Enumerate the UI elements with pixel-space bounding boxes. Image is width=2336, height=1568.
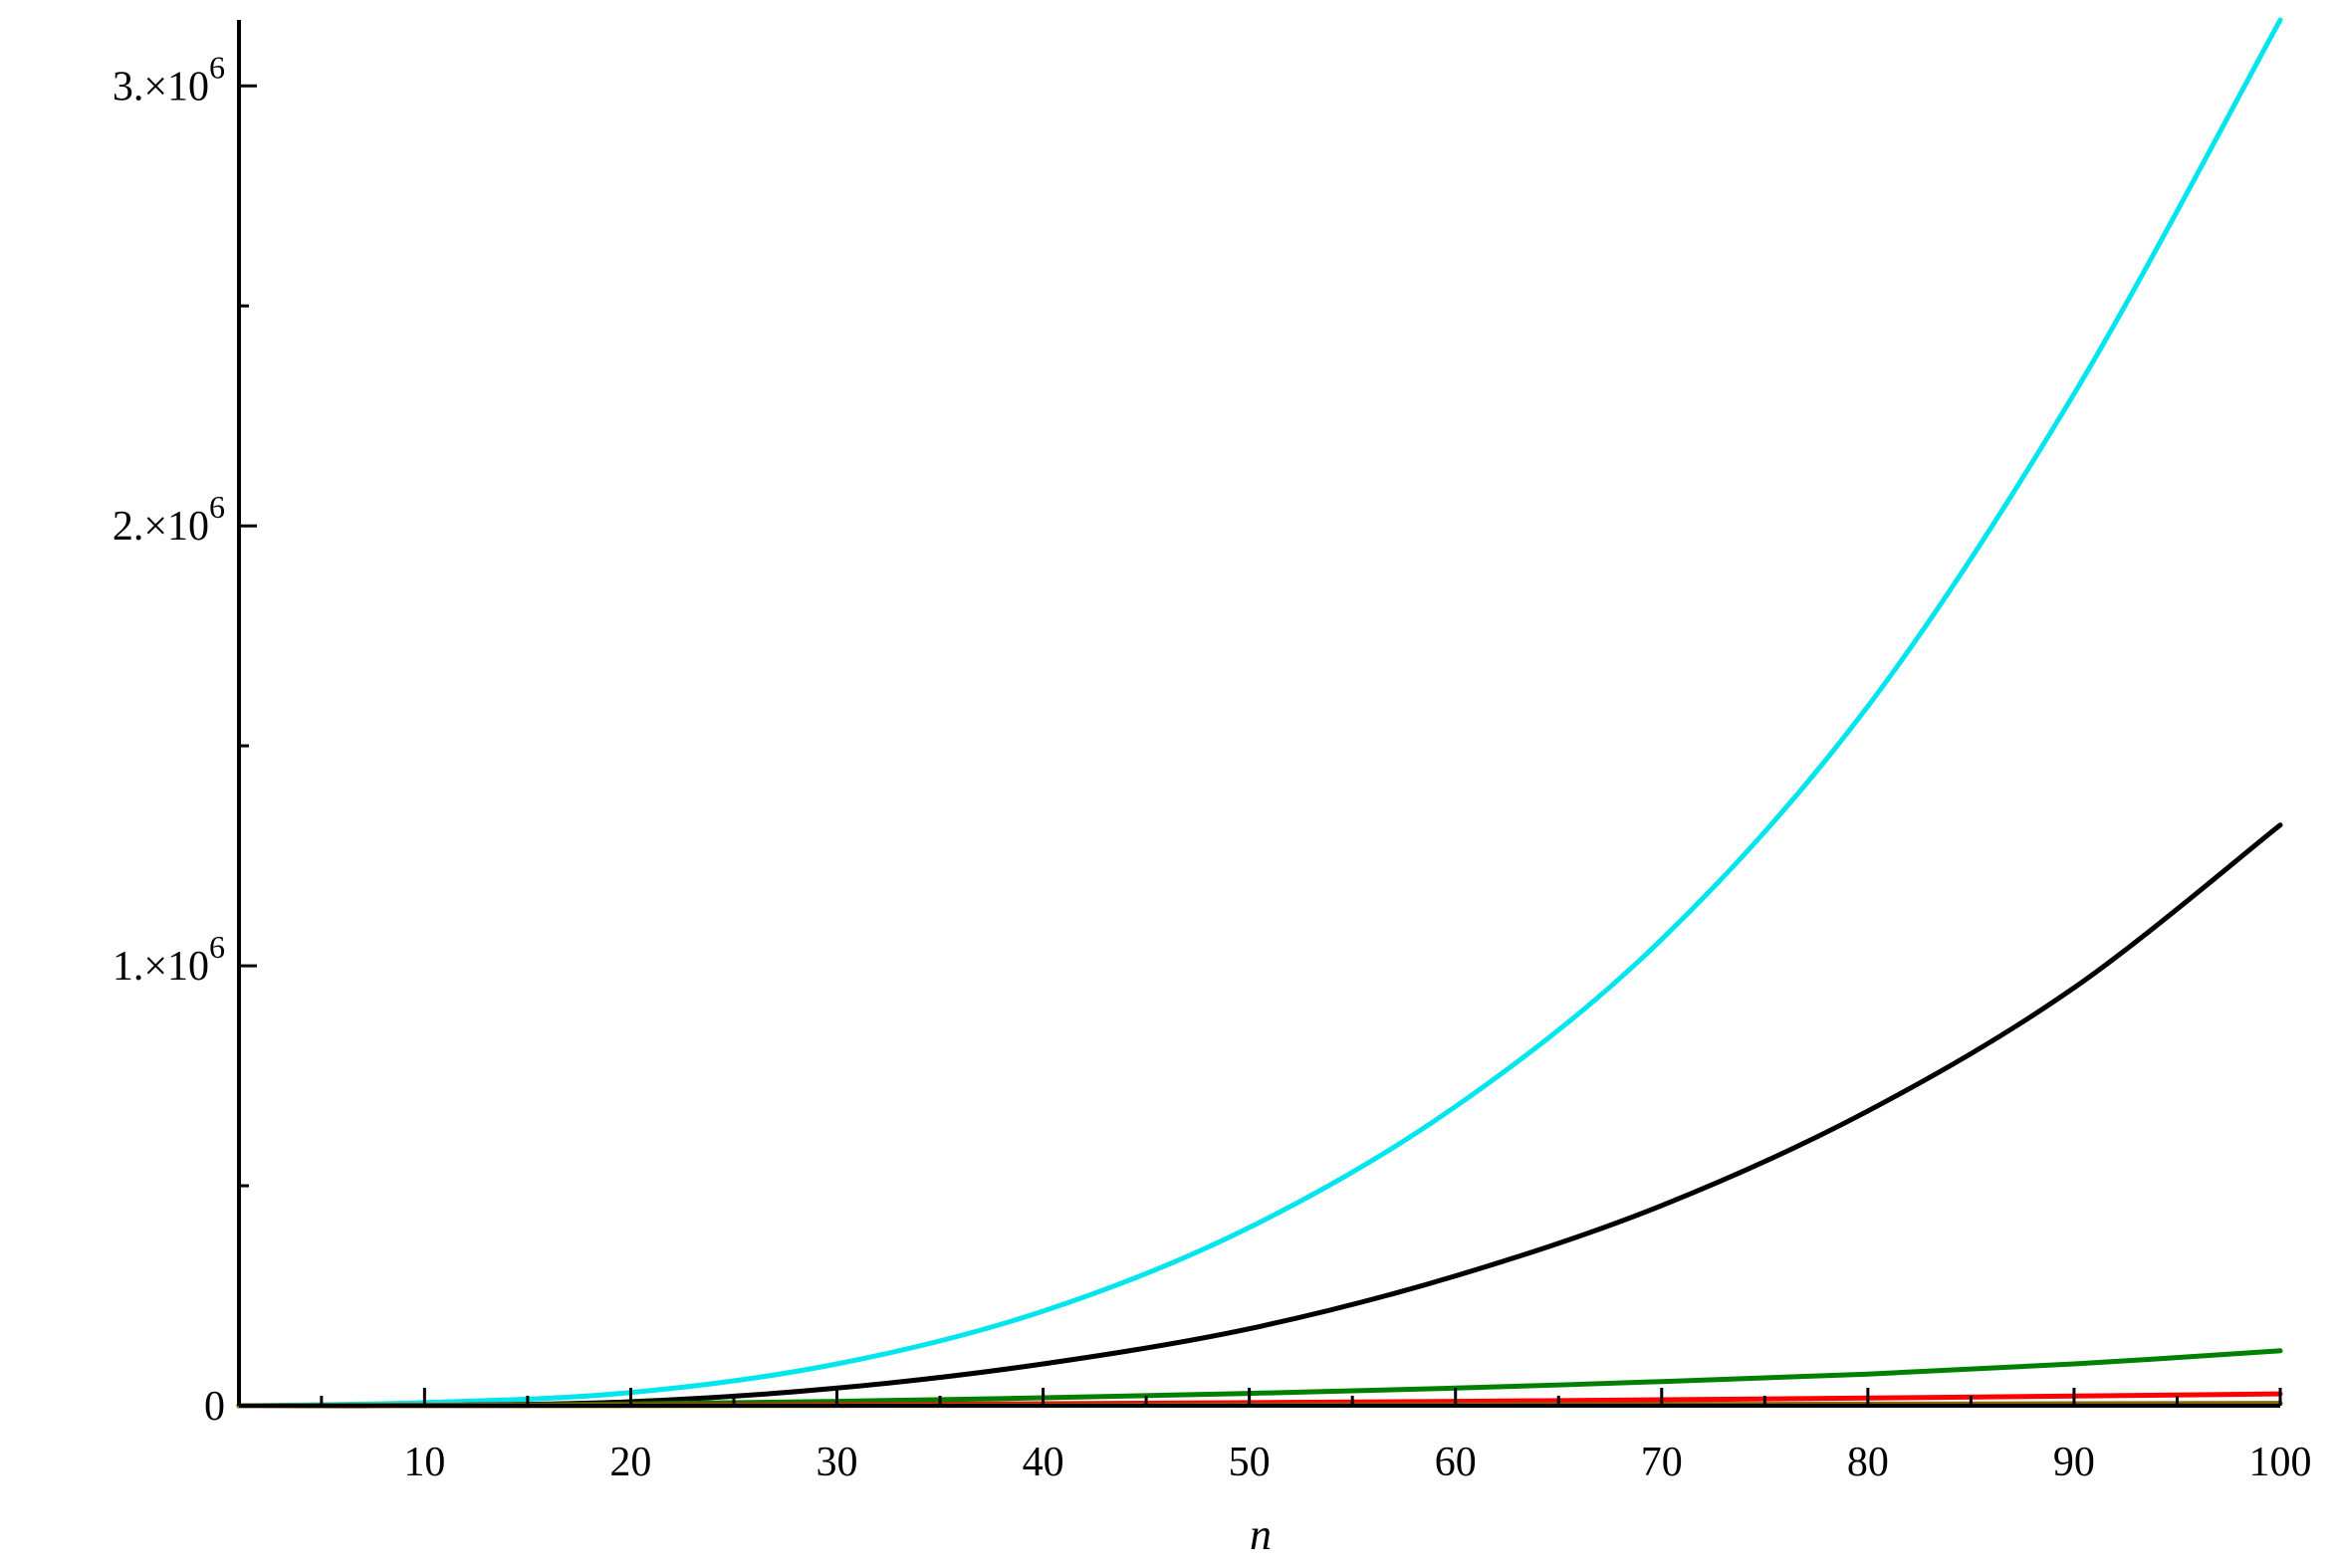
series-layer: [236, 17, 2283, 1409]
x-tick-label: 70: [1641, 1440, 1683, 1485]
x-tick-label: 10: [403, 1440, 445, 1485]
labels-layer: 10 20 30 40 50 60 70 80 90 100 0 1.×106 2.×106 3.×106: [113, 49, 2312, 1485]
x-tick-label: 80: [1847, 1440, 1889, 1485]
x-tick-label: 40: [1023, 1440, 1064, 1485]
y-tick-label: 1.×106: [113, 929, 225, 990]
x-tick-label: 90: [2053, 1440, 2095, 1485]
x-tick-label: 60: [1435, 1440, 1477, 1485]
axes-layer: [237, 20, 2282, 1408]
y-tick-label: 2.×106: [113, 489, 225, 550]
x-tick-label: 100: [2249, 1440, 2312, 1485]
y-tick-label: 3.×106: [113, 49, 225, 110]
x-tick-label: 20: [609, 1440, 651, 1485]
x-tick-label: 30: [817, 1440, 858, 1485]
series-line-1: [236, 17, 2283, 1409]
x-tick-label: 50: [1229, 1440, 1271, 1485]
series-line-2: [236, 822, 2283, 1409]
x-axis-title: n: [1250, 1510, 1272, 1559]
y-tick-label: 0: [204, 1384, 225, 1430]
